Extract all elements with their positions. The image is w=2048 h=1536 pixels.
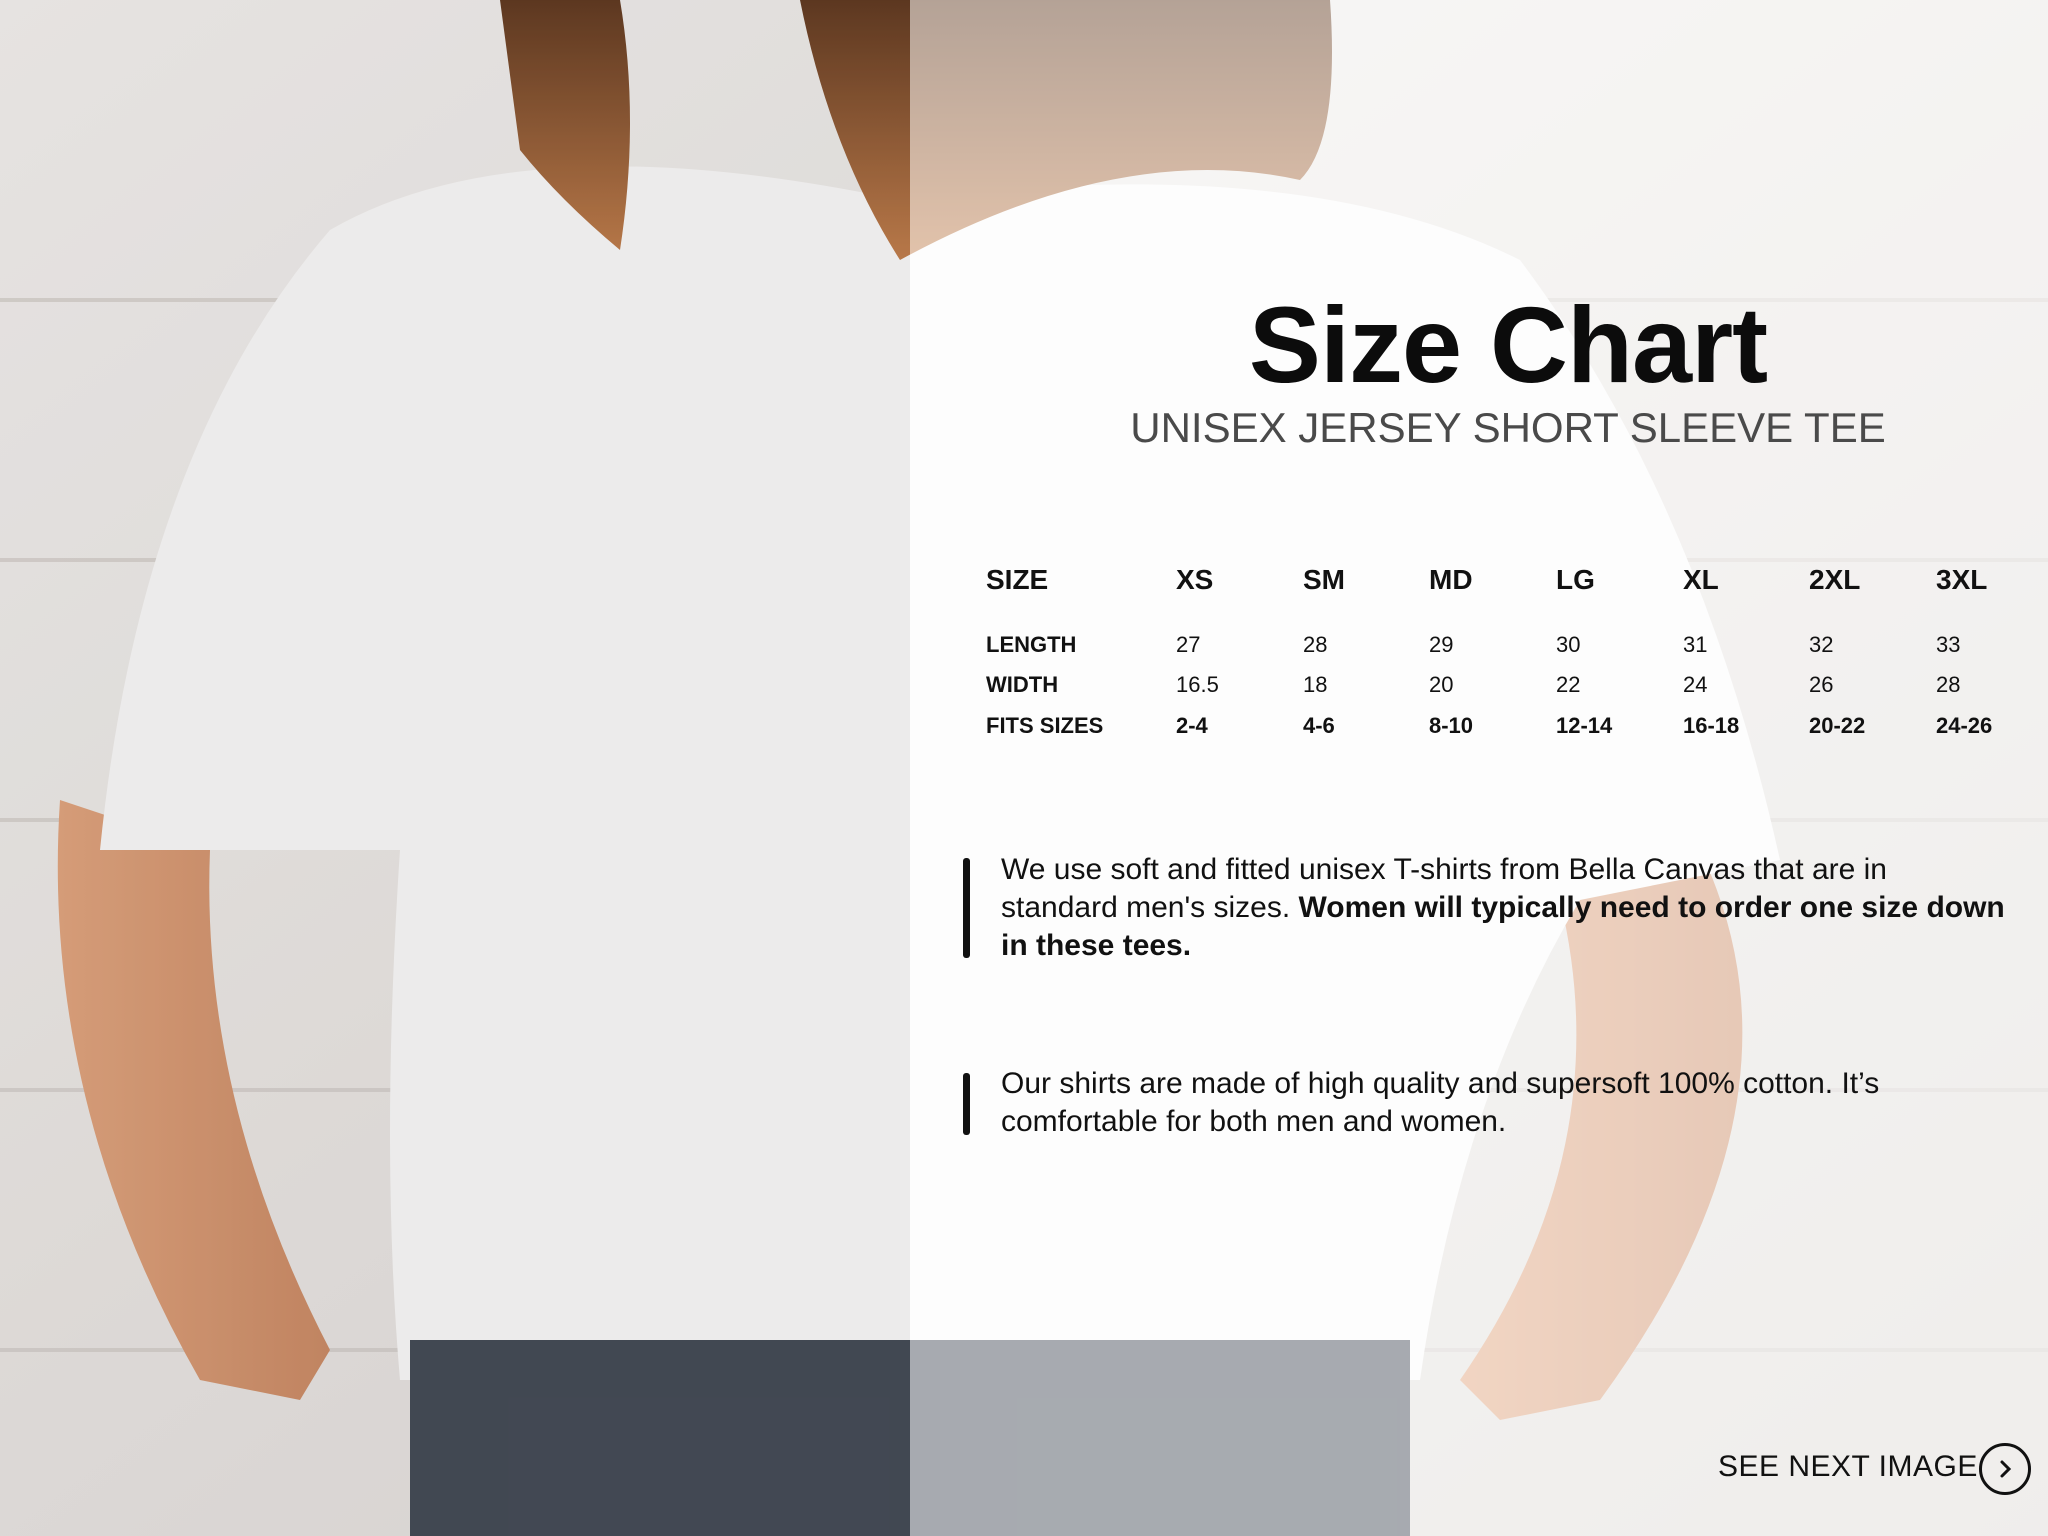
row-label: LENGTH [986,632,1077,657]
row-label: WIDTH [986,672,1059,697]
see-next-image-label[interactable]: SEE NEXT IMAGE [1718,1450,1978,1483]
table-cell: 27 [1176,632,1201,657]
table-header: SM [1303,564,1345,595]
note-accent-bar [963,858,970,958]
sizing-note-text: We use soft and fitted unisex T-shirts f… [1001,853,1887,924]
sizing-note: We use soft and fitted unisex T-shirts f… [1001,851,2011,965]
table-cell: 16.5 [1176,672,1219,697]
table-cell: 20-22 [1809,713,1866,738]
table-header: 2XL [1809,564,1861,595]
page-subtitle: UNISEX JERSEY SHORT SLEEVE TEE [1130,404,1886,451]
table-cell: 31 [1683,632,1708,657]
table-cell: 24 [1683,672,1708,697]
row-label: FITS SIZES [986,713,1104,738]
material-note: Our shirts are made of high quality and … [1001,1067,1880,1138]
table-cell: 22 [1556,672,1581,697]
table-cell: 26 [1809,672,1834,697]
page-title: Size Chart [1248,284,1768,405]
table-cell: 28 [1936,672,1961,697]
table-cell: 18 [1303,672,1328,697]
table-cell: 30 [1556,632,1581,657]
table-cell: 28 [1303,632,1328,657]
sizing-note-emphasis: Women will typically need to order one s… [1001,891,2005,962]
table-cell: 4-6 [1303,713,1335,738]
note-accent-bar [963,1073,970,1135]
table-cell: 8-10 [1429,713,1474,738]
table-header: MD [1429,564,1473,595]
table-header: XS [1176,564,1214,595]
table-header: XL [1683,564,1719,595]
table-cell: 16-18 [1683,713,1740,738]
chevron-right-icon [2000,1460,2012,1478]
table-header: LG [1556,564,1595,595]
next-image-button[interactable] [1979,1443,2031,1495]
table-cell: 2-4 [1176,713,1208,738]
table-header: 3XL [1936,564,1988,595]
table-cell: 24-26 [1936,713,1993,738]
table-cell: 33 [1936,632,1961,657]
table-cell: 20 [1429,672,1454,697]
left-shade [0,0,910,1536]
right-panel [910,0,2048,1536]
table-header: SIZE [986,564,1049,595]
table-cell: 12-14 [1556,713,1613,738]
table-cell: 29 [1429,632,1454,657]
table-cell: 32 [1809,632,1834,657]
